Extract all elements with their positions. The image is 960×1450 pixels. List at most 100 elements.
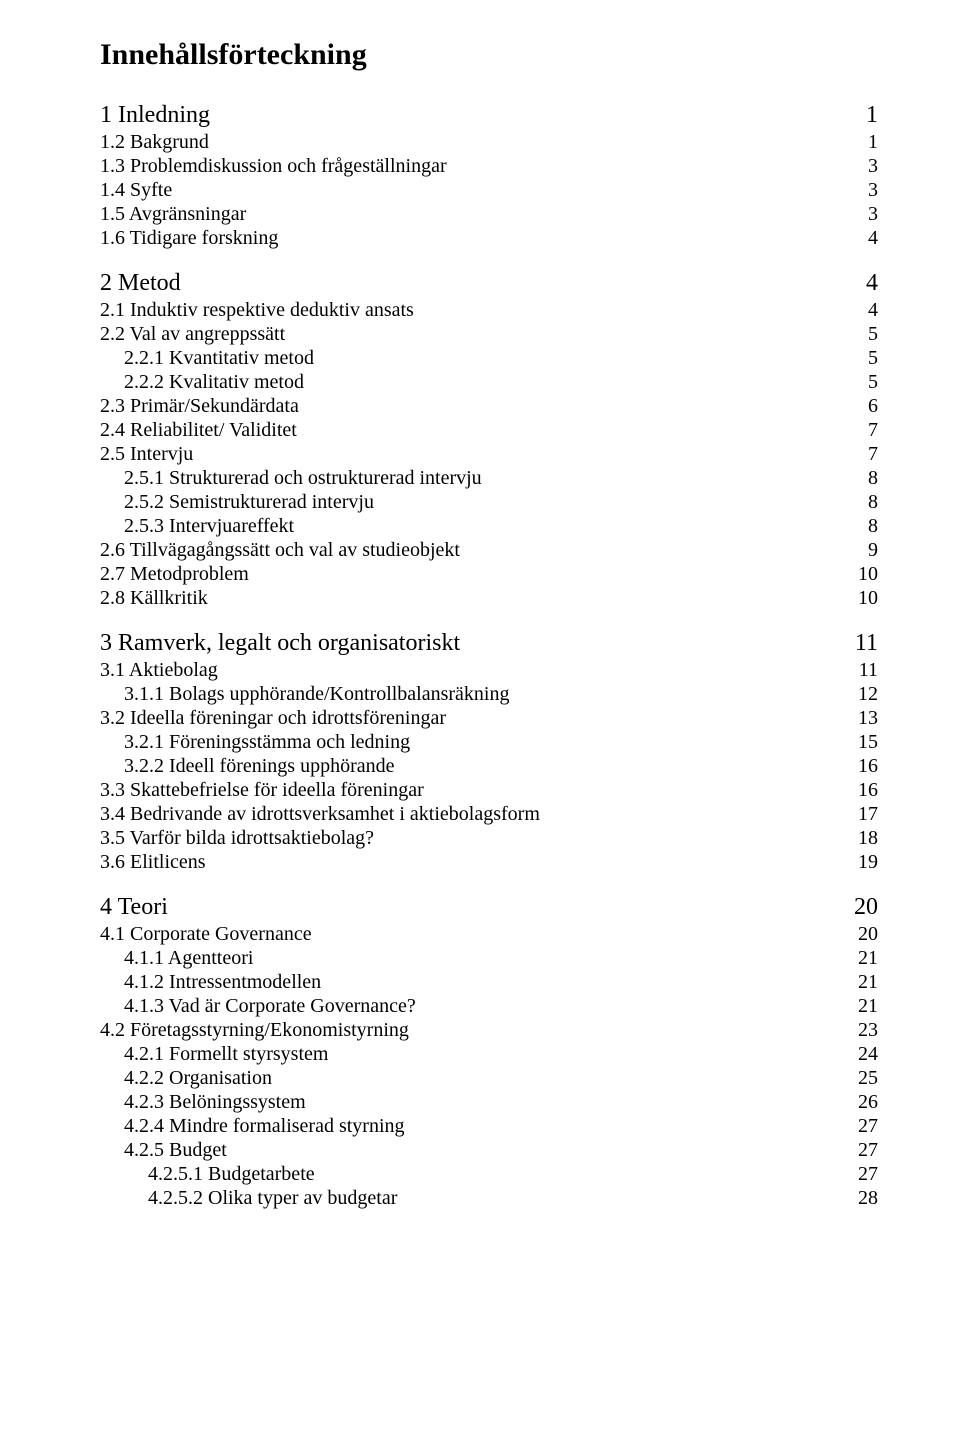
toc-entry: 4.1.2 Intressentmodellen 21 (100, 971, 878, 994)
toc-entry: 3.1 Aktiebolag 11 (100, 659, 878, 682)
toc-entry-page: 21 (858, 947, 878, 970)
toc-entry-label: 3.1 Aktiebolag (100, 659, 218, 682)
toc-entry: 3.1.1 Bolags upphörande/Kontrollbalansrä… (100, 683, 878, 706)
toc-entry: 3.3 Skattebefrielse för ideella förening… (100, 779, 878, 802)
toc-entry: 2.5.1 Strukturerad och ostrukturerad int… (100, 467, 878, 490)
toc-entry-page: 19 (858, 851, 878, 874)
toc-entry-page: 23 (858, 1019, 878, 1042)
toc-entry-page: 5 (868, 371, 878, 394)
toc-entry-label: 4.1.3 Vad är Corporate Governance? (124, 995, 416, 1018)
toc-entry-label: 2.5.1 Strukturerad och ostrukturerad int… (124, 467, 482, 490)
toc-entry-label: 2.4 Reliabilitet/ Validitet (100, 419, 297, 442)
toc-entry: 4.1.1 Agentteori21 (100, 947, 878, 970)
toc-entry: 2.2 Val av angreppssätt 5 (100, 323, 878, 346)
toc-entry: 3.2.2 Ideell förenings upphörande16 (100, 755, 878, 778)
toc-entry-page: 3 (868, 155, 878, 178)
toc-entry-label: 4.1 Corporate Governance (100, 923, 312, 946)
toc-entry: 4.2.5 Budget27 (100, 1139, 878, 1162)
toc-entry-label: 2.8 Källkritik (100, 587, 208, 610)
toc-entry-page: 6 (868, 395, 878, 418)
toc-entry: 2.2.1 Kvantitativ metod5 (100, 347, 878, 370)
toc-entry-page: 20 (858, 923, 878, 946)
toc-entry-page: 27 (858, 1163, 878, 1186)
toc-entry: 4.2.3 Belöningssystem26 (100, 1091, 878, 1114)
toc-entry-label: 4.2.3 Belöningssystem (124, 1091, 306, 1114)
toc-entry: 4.2.4 Mindre formaliserad styrning27 (100, 1115, 878, 1138)
toc-entry: 4.1.3 Vad är Corporate Governance?21 (100, 995, 878, 1018)
toc-title: Innehållsförteckning (100, 38, 878, 72)
toc-entry: 2.5.3 Intervjuareffekt8 (100, 515, 878, 538)
toc-entry: 2.6 Tillvägagångssätt och val av studieo… (100, 539, 878, 562)
toc-entry: 4.2.5.2 Olika typer av budgetar 28 (100, 1187, 878, 1210)
toc-entry-page: 13 (858, 707, 878, 730)
toc-entry-page: 12 (858, 683, 878, 706)
toc-entry-page: 7 (868, 419, 878, 442)
toc-entry-label: 2.7 Metodproblem (100, 563, 249, 586)
toc-entry: 4 Teori20 (100, 894, 878, 921)
toc-entry: 1.5 Avgränsningar3 (100, 203, 878, 226)
toc-entry-page: 10 (858, 563, 878, 586)
toc-entry-label: 1.2 Bakgrund (100, 131, 209, 154)
toc-entry-page: 4 (868, 227, 878, 250)
toc-entry-page: 28 (858, 1187, 878, 1210)
toc-entry: 3.4 Bedrivande av idrottsverksamhet i ak… (100, 803, 878, 826)
toc-entry: 3.2 Ideella föreningar och idrottsföreni… (100, 707, 878, 730)
toc-entry-page: 10 (858, 587, 878, 610)
toc-entry: 2.4 Reliabilitet/ Validitet 7 (100, 419, 878, 442)
toc-entry-page: 18 (858, 827, 878, 850)
toc-entry-label: 1.3 Problemdiskussion och frågeställning… (100, 155, 447, 178)
toc-entry-label: 1.6 Tidigare forskning (100, 227, 278, 250)
toc-entry-label: 4.2 Företagsstyrning/Ekonomistyrning (100, 1019, 409, 1042)
toc-entry-label: 3.1.1 Bolags upphörande/Kontrollbalansrä… (124, 683, 510, 706)
toc-entry: 2.3 Primär/Sekundärdata 6 (100, 395, 878, 418)
toc-entry-page: 11 (855, 630, 878, 657)
toc-entry-page: 4 (868, 299, 878, 322)
toc-entry-label: 2.6 Tillvägagångssätt och val av studieo… (100, 539, 460, 562)
toc-entry-page: 27 (858, 1115, 878, 1138)
toc-entry-label: 2.5 Intervju (100, 443, 193, 466)
toc-entry-page: 3 (868, 203, 878, 226)
toc-entry-label: 4.2.5.1 Budgetarbete (148, 1163, 315, 1186)
toc-entry: 2.2.2 Kvalitativ metod 5 (100, 371, 878, 394)
toc-entry: 1.2 Bakgrund 1 (100, 131, 878, 154)
toc-entry: 2.7 Metodproblem 10 (100, 563, 878, 586)
toc-entry-page: 5 (868, 347, 878, 370)
toc-entry-page: 15 (858, 731, 878, 754)
toc-entry-label: 3.6 Elitlicens (100, 851, 206, 874)
toc-entry-label: 4 Teori (100, 894, 168, 921)
toc-entry-page: 21 (858, 971, 878, 994)
toc-entry: 4.2 Företagsstyrning/Ekonomistyrning 23 (100, 1019, 878, 1042)
toc-entry: 1 Inledning1 (100, 102, 878, 129)
toc-entry-label: 1 Inledning (100, 102, 210, 129)
toc-entry: 4.2.1 Formellt styrsystem24 (100, 1043, 878, 1066)
toc-entry: 2.8 Källkritik 10 (100, 587, 878, 610)
toc-entry-page: 7 (868, 443, 878, 466)
toc-entry-label: 3.5 Varför bilda idrottsaktiebolag? (100, 827, 374, 850)
toc-entry-label: 4.2.5 Budget (124, 1139, 227, 1162)
toc-entry-label: 2.2 Val av angreppssätt (100, 323, 285, 346)
toc-entry: 2.5 Intervju 7 (100, 443, 878, 466)
toc-entry: 2.5.2 Semistrukturerad intervju8 (100, 491, 878, 514)
toc-entry: 3.2.1 Föreningsstämma och ledning 15 (100, 731, 878, 754)
toc-entry-page: 11 (859, 659, 878, 682)
toc-entry-label: 4.2.5.2 Olika typer av budgetar (148, 1187, 397, 1210)
toc-entry-page: 9 (868, 539, 878, 562)
toc-entry-page: 25 (858, 1067, 878, 1090)
toc-entry-label: 2.2.2 Kvalitativ metod (124, 371, 304, 394)
toc-entry: 2 Metod4 (100, 270, 878, 297)
toc-entry-label: 4.2.1 Formellt styrsystem (124, 1043, 328, 1066)
toc-entry-label: 4.2.2 Organisation (124, 1067, 272, 1090)
toc-entry-page: 1 (868, 131, 878, 154)
toc-entry: 2.1 Induktiv respektive deduktiv ansats 4 (100, 299, 878, 322)
toc-entry-label: 3.4 Bedrivande av idrottsverksamhet i ak… (100, 803, 540, 826)
toc-entry-label: 2.3 Primär/Sekundärdata (100, 395, 299, 418)
toc-entry-label: 3.2 Ideella föreningar och idrottsföreni… (100, 707, 446, 730)
toc-entry-label: 2.1 Induktiv respektive deduktiv ansats (100, 299, 414, 322)
toc-entry-page: 5 (868, 323, 878, 346)
toc-entry: 3 Ramverk, legalt och organisatoriskt11 (100, 630, 878, 657)
toc-entry-label: 3.2.1 Föreningsstämma och ledning (124, 731, 410, 754)
toc-entry: 1.4 Syfte3 (100, 179, 878, 202)
toc-entry: 4.2.5.1 Budgetarbete 27 (100, 1163, 878, 1186)
toc-entry-page: 16 (858, 755, 878, 778)
toc-entry-label: 4.1.2 Intressentmodellen (124, 971, 321, 994)
